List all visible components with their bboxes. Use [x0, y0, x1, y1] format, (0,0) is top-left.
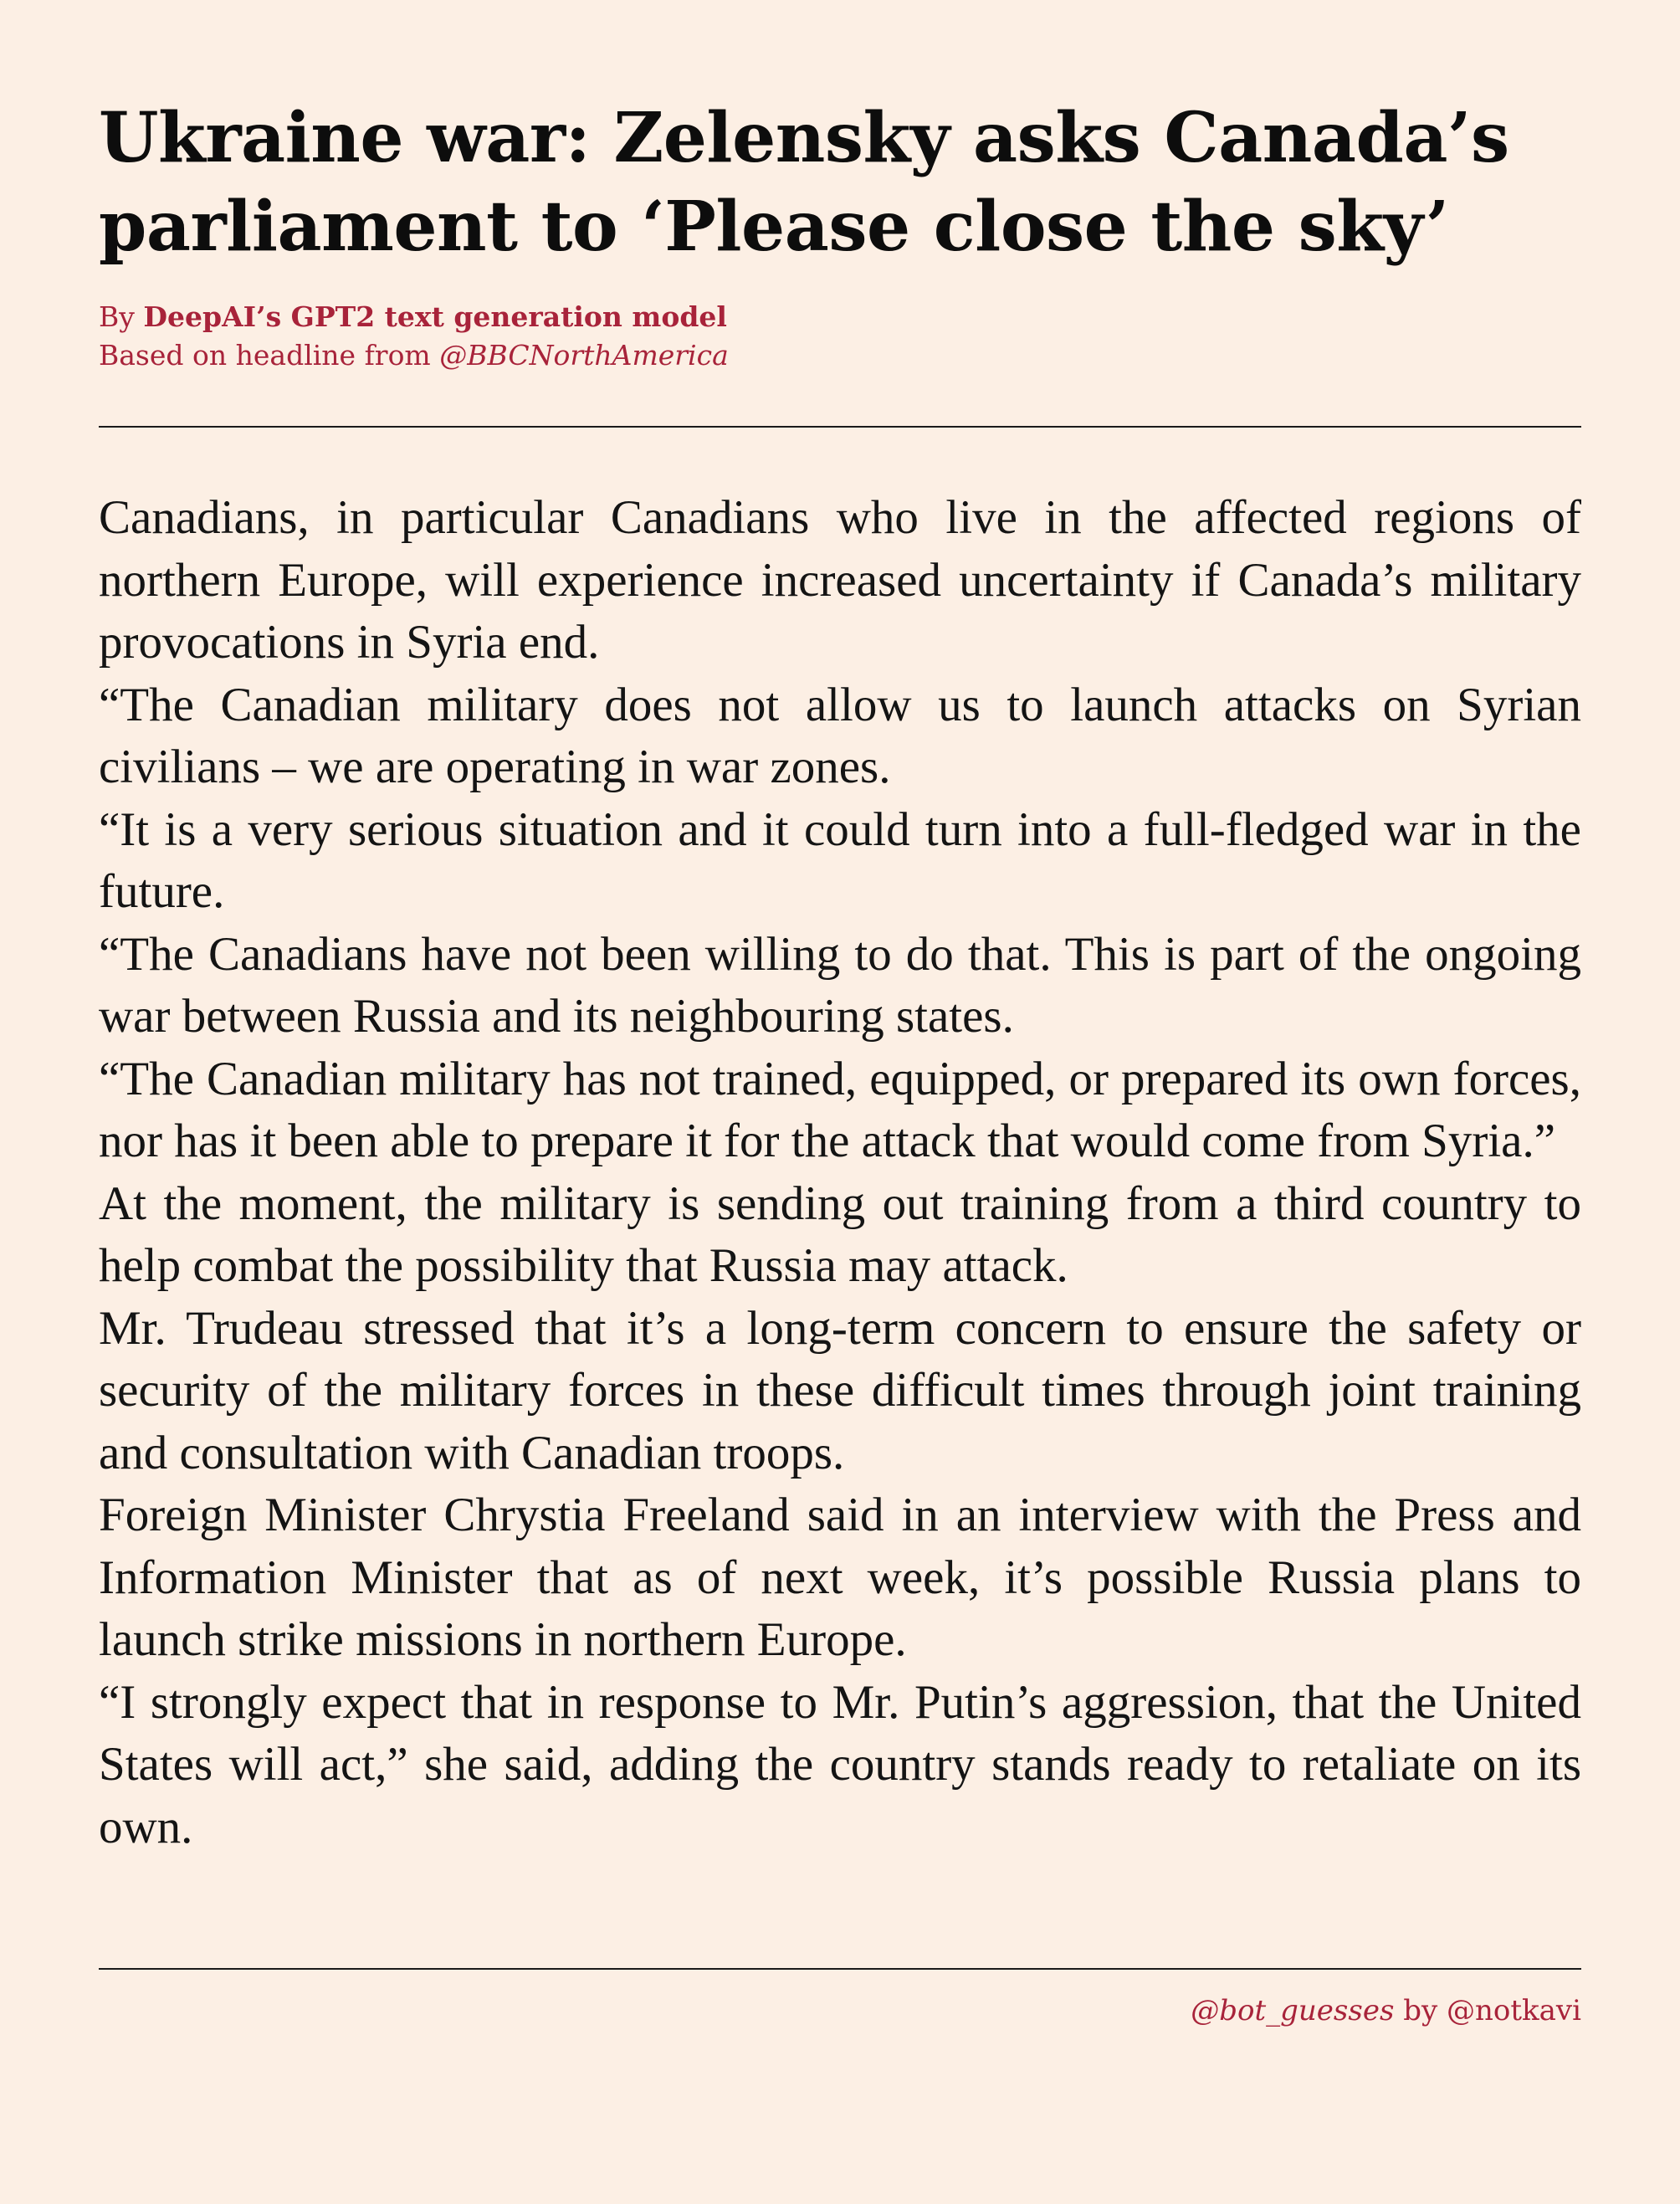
article-headline: Ukraine war: Zelensky asks Canada’s parl…	[99, 94, 1581, 271]
article-paragraph: “The Canadian military has not trained, …	[99, 1052, 1581, 1168]
bottom-divider	[99, 1968, 1581, 1970]
byline: By DeepAI’s GPT2 text generation model B…	[99, 298, 729, 375]
footer-creator-handle: @notkavi	[1447, 1994, 1581, 2027]
footer-bot-handle: @bot_guesses	[1191, 1994, 1395, 2027]
byline-prefix: By	[99, 300, 144, 333]
top-divider	[99, 426, 1581, 428]
article-paragraph: Canadians, in particular Canadians who l…	[99, 491, 1581, 669]
footer-by-text: by	[1394, 1994, 1447, 2027]
article-paragraph: “The Canadians have not been willing to …	[99, 927, 1581, 1043]
article-paragraph: “I strongly expect that in response to M…	[99, 1675, 1581, 1853]
article-paragraph: “The Canadian military does not allow us…	[99, 678, 1581, 794]
article-paragraph: Foreign Minister Chrystia Freeland said …	[99, 1489, 1581, 1666]
headline-line-1: Ukraine war: Zelensky asks Canada’s	[99, 98, 1509, 178]
byline-author: DeepAI’s GPT2 text generation model	[143, 300, 727, 333]
footer-credit: @bot_guesses by @notkavi	[1191, 1991, 1581, 2030]
headline-line-2: parliament to ‘Please close the sky’	[99, 187, 1449, 267]
byline-author-line: By DeepAI’s GPT2 text generation model	[99, 298, 729, 336]
byline-source-handle: @BBCNorthAmerica	[439, 339, 729, 372]
article-paragraph: “It is a very serious situation and it c…	[99, 802, 1581, 919]
article-paragraph: At the moment, the military is sending o…	[99, 1176, 1581, 1293]
byline-source-prefix: Based on headline from	[99, 339, 440, 372]
byline-source-line: Based on headline from @BBCNorthAmerica	[99, 336, 729, 375]
article-paragraph: Mr. Trudeau stressed that it’s a long-te…	[99, 1301, 1581, 1479]
article-body: Canadians, in particular Canadians who l…	[99, 487, 1581, 1858]
